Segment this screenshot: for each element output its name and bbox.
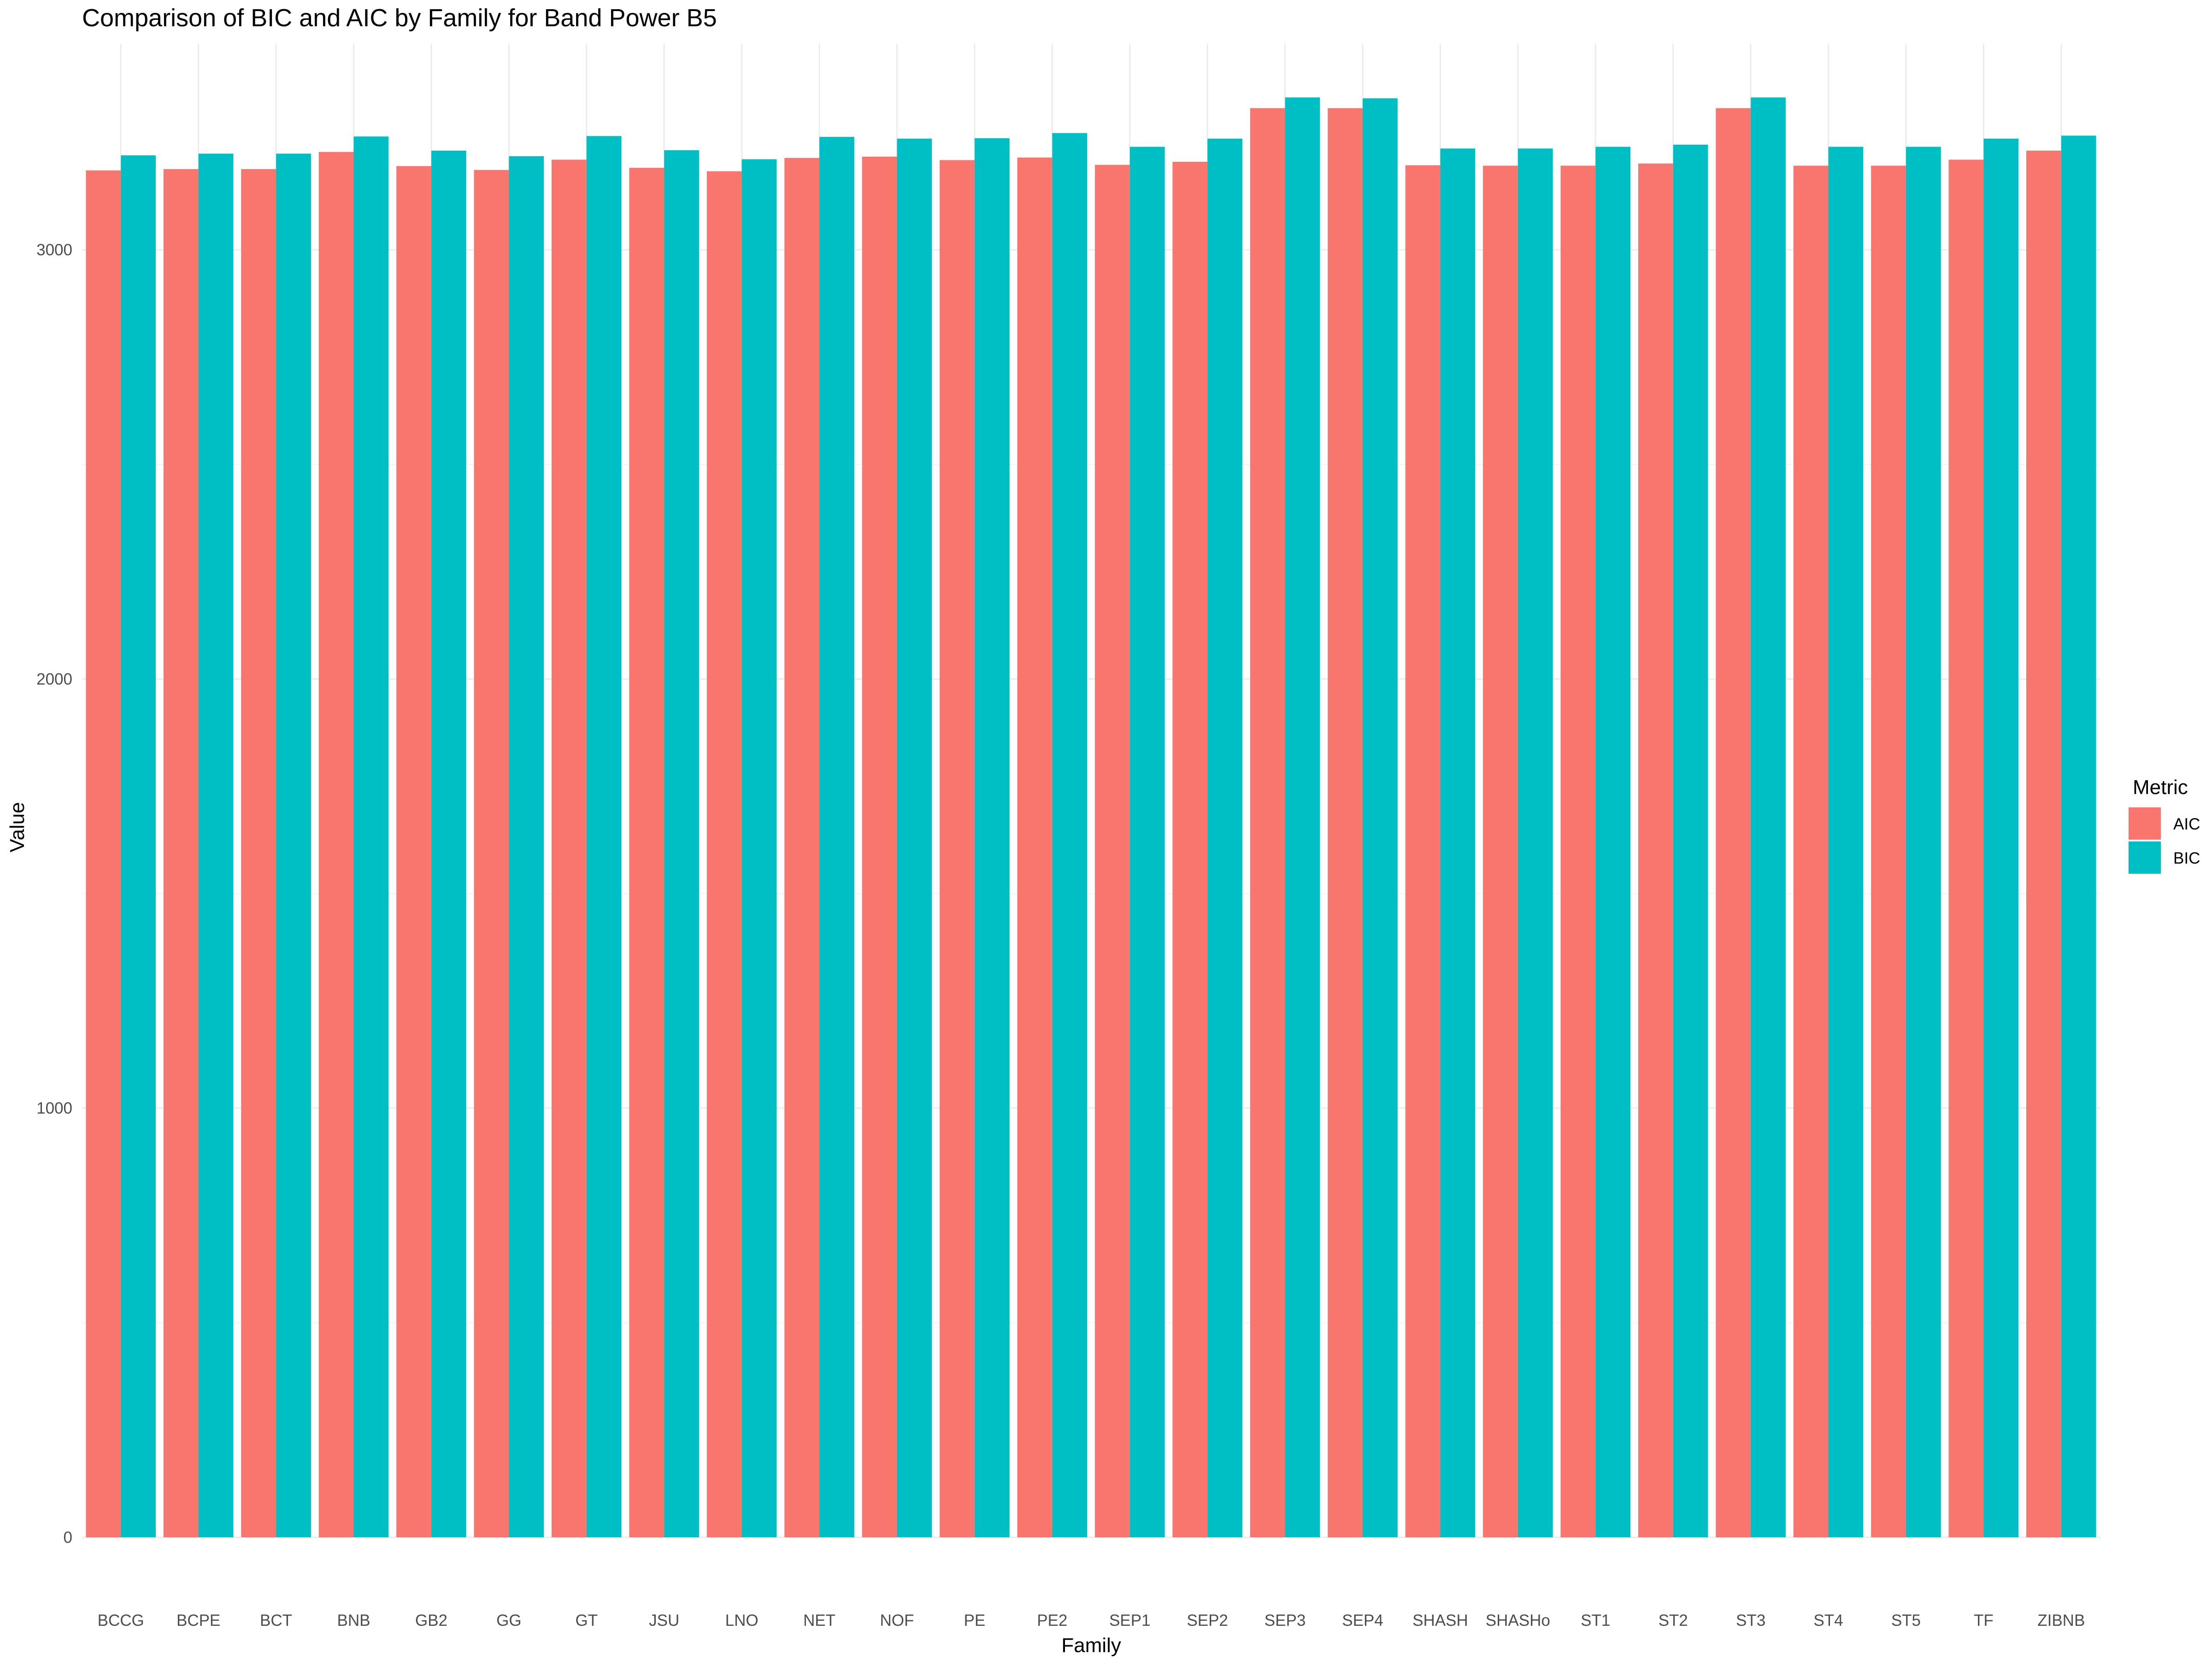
x-tick-label: SHASH: [1412, 1612, 1468, 1630]
x-tick-label: ZIBNB: [2037, 1612, 2085, 1630]
bar-bic-bccg: [121, 155, 156, 1538]
y-axis-ticks: 0 1000 2000 3000: [36, 241, 72, 1547]
chart-title: Comparison of BIC and AIC by Family for …: [82, 4, 717, 32]
bar-bic-zibnb: [2061, 135, 2096, 1537]
bar-bic-st4: [1828, 147, 1864, 1537]
legend-title: Metric: [2133, 776, 2188, 799]
bar-bic-bnb: [353, 136, 389, 1537]
bar-aic-bcpe: [163, 169, 199, 1537]
x-tick-label: JSU: [649, 1612, 679, 1630]
bar-bic-nof: [897, 138, 932, 1538]
bar-aic-pe2: [1017, 157, 1053, 1537]
bar-bic-bcpe: [198, 153, 234, 1537]
x-axis-ticks: BCCG BCPE BCT BNB GB2 GG GT JSU LNO NET NOF PE PE2 SE…: [98, 1612, 2085, 1630]
x-tick-label: SEP2: [1187, 1612, 1228, 1630]
x-axis-title: Family: [1061, 1634, 1121, 1657]
x-tick-label: ST1: [1581, 1612, 1610, 1630]
x-tick-label: SEP4: [1342, 1612, 1383, 1630]
bar-bic-pe: [974, 138, 1010, 1537]
x-tick-label: ST2: [1659, 1612, 1688, 1630]
y-tick-label: 2000: [36, 670, 72, 688]
bar-aic-pe: [940, 160, 975, 1538]
bar-aic-sep3: [1250, 108, 1285, 1538]
bar-bic-bct: [276, 153, 311, 1537]
bar-bic-shasho: [1518, 148, 1553, 1538]
x-tick-label: ST3: [1736, 1612, 1765, 1630]
bar-bic-st5: [1906, 147, 1941, 1537]
bar-aic-sep1: [1094, 165, 1130, 1537]
x-tick-label: NOF: [880, 1612, 914, 1630]
bar-aic-st1: [1560, 165, 1596, 1538]
bar-aic-st4: [1793, 165, 1829, 1538]
bar-aic-bct: [241, 169, 276, 1537]
x-tick-label: BCPE: [176, 1612, 220, 1630]
x-tick-label: ST4: [1813, 1612, 1843, 1630]
bar-bic-shash: [1440, 148, 1476, 1538]
bar-aic-gb2: [396, 166, 431, 1537]
x-tick-label: SEP3: [1265, 1612, 1306, 1630]
bar-bic-pe2: [1052, 133, 1088, 1538]
bar-bic-sep3: [1285, 97, 1320, 1537]
x-tick-label: ST5: [1891, 1612, 1921, 1630]
legend-key-bic: [2129, 841, 2161, 874]
x-tick-label: SHASHo: [1486, 1612, 1550, 1630]
bar-aic-lno: [706, 171, 742, 1538]
y-tick-label: 3000: [36, 241, 72, 259]
bar-aic-st3: [1716, 108, 1751, 1538]
bar-bic-net: [819, 137, 854, 1537]
x-tick-label: NET: [803, 1612, 835, 1630]
legend-label-bic: BIC: [2173, 849, 2200, 867]
bar-bic-sep1: [1130, 147, 1165, 1537]
bar-bic-st3: [1751, 97, 1786, 1537]
bar-bic-st1: [1595, 147, 1631, 1537]
bar-aic-bnb: [318, 152, 354, 1537]
bar-aic-tf: [1948, 159, 1984, 1537]
x-tick-label: GB2: [415, 1612, 447, 1630]
x-tick-label: BCT: [260, 1612, 292, 1630]
bar-aic-net: [784, 158, 820, 1537]
legend: Metric AIC BIC: [2129, 776, 2200, 874]
bar-aic-shash: [1405, 165, 1441, 1538]
bar-aic-nof: [862, 156, 897, 1537]
y-tick-label: 0: [64, 1529, 72, 1547]
bar-aic-jsu: [629, 168, 665, 1537]
bar-aic-gg: [474, 170, 509, 1538]
bar-aic-bccg: [86, 170, 121, 1537]
bar-bic-sep4: [1362, 98, 1398, 1538]
bar-aic-sep2: [1172, 162, 1208, 1537]
bar-bic-jsu: [664, 150, 699, 1538]
bar-aic-st5: [1871, 165, 1906, 1538]
x-tick-label: PE2: [1037, 1612, 1067, 1630]
bar-aic-shasho: [1483, 165, 1518, 1538]
bar-bic-tf: [1983, 138, 2019, 1538]
bars: [86, 97, 2096, 1538]
bar-aic-gt: [551, 159, 587, 1537]
x-tick-label: TF: [1974, 1612, 1994, 1630]
x-tick-label: BNB: [337, 1612, 370, 1630]
bar-bic-gb2: [431, 150, 466, 1537]
legend-label-aic: AIC: [2173, 815, 2200, 833]
bar-bic-gt: [586, 136, 622, 1538]
bar-aic-st2: [1638, 163, 1673, 1537]
x-tick-label: GT: [575, 1612, 598, 1630]
bar-aic-sep4: [1328, 108, 1363, 1538]
bar-bic-gg: [509, 156, 544, 1537]
x-tick-label: PE: [964, 1612, 986, 1630]
x-tick-label: LNO: [725, 1612, 759, 1630]
bar-bic-st2: [1673, 144, 1708, 1538]
bar-bic-sep2: [1207, 138, 1242, 1538]
bar-aic-zibnb: [2026, 150, 2061, 1537]
y-axis-title: Value: [6, 802, 29, 852]
x-tick-label: SEP1: [1109, 1612, 1151, 1630]
legend-key-aic: [2129, 807, 2161, 840]
bar-bic-lno: [741, 159, 777, 1537]
x-tick-label: GG: [496, 1612, 521, 1630]
y-tick-label: 1000: [36, 1100, 72, 1118]
x-tick-label: BCCG: [98, 1612, 144, 1630]
